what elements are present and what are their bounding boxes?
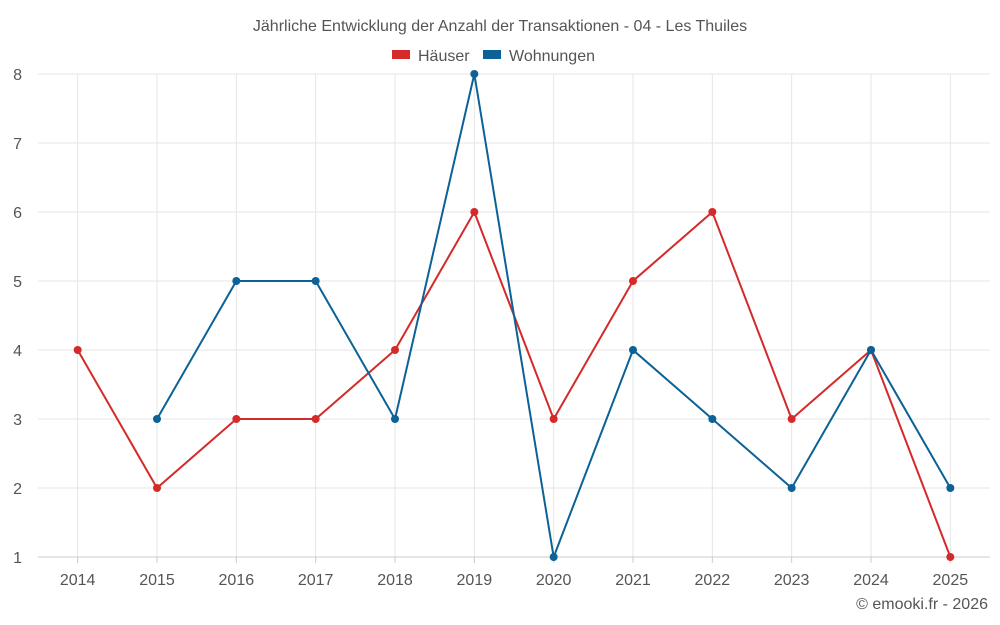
y-tick-label: 8: [13, 67, 22, 84]
grid: [38, 73, 990, 557]
y-tick-label: 4: [13, 343, 22, 360]
data-point-wohnungen: [311, 277, 320, 285]
data-point-wohnungen: [629, 346, 637, 354]
series-wohnungen: [153, 70, 955, 561]
x-tick-label: 2024: [853, 572, 889, 589]
x-tick-label: 2017: [298, 572, 334, 589]
data-point-wohnungen: [708, 415, 717, 423]
x-tick-label: 2018: [377, 572, 413, 589]
series-line-h-user: [76, 211, 952, 558]
chart-title: Jährliche Entwicklung der Anzahl der Tra…: [253, 18, 747, 35]
credit-text: © emooki.fr - 2026: [856, 596, 988, 613]
legend-swatch-hauser: [392, 50, 410, 59]
x-tick-label: 2021: [615, 572, 651, 589]
x-tick-label: 2016: [219, 572, 255, 589]
legend: Häuser Wohnungen: [392, 48, 595, 65]
legend-swatch-wohnungen: [483, 50, 501, 59]
data-point-wohnungen: [470, 70, 479, 78]
x-tick-label: 2014: [60, 572, 96, 589]
data-point-wohnungen: [867, 346, 875, 354]
x-tick-label: 2020: [536, 572, 572, 589]
data-point-h-user: [787, 415, 796, 423]
data-point-h-user: [232, 415, 241, 423]
data-point-wohnungen: [232, 277, 241, 285]
data-point-wohnungen: [946, 484, 955, 492]
data-point-h-user: [391, 346, 399, 354]
data-point-h-user: [73, 346, 82, 354]
series-h-user: [73, 208, 955, 561]
y-tick-label: 6: [13, 205, 22, 222]
data-point-wohnungen: [391, 415, 399, 423]
data-point-h-user: [549, 415, 558, 423]
x-tick-label: 2023: [774, 572, 810, 589]
y-tick-label: 1: [13, 550, 22, 567]
axes: 1 2 3 4 5 6 7 8 2014 2015 2016 2017 2018 2019 2020 2021…: [13, 67, 990, 589]
x-tick-label: 2025: [933, 572, 969, 589]
data-point-wohnungen: [549, 553, 558, 561]
x-tick-label: 2015: [139, 572, 175, 589]
x-tick-label: 2019: [457, 572, 493, 589]
data-point-h-user: [153, 484, 161, 492]
series-layer: [73, 70, 955, 561]
y-tick-label: 2: [13, 481, 22, 498]
data-point-h-user: [946, 553, 955, 561]
y-tick-label: 5: [13, 274, 22, 291]
data-point-h-user: [629, 277, 637, 285]
data-point-h-user: [470, 208, 479, 216]
x-tick-label: 2022: [695, 572, 731, 589]
data-point-h-user: [708, 208, 717, 216]
legend-label-hauser[interactable]: Häuser: [418, 48, 470, 65]
legend-label-wohnungen[interactable]: Wohnungen: [509, 48, 595, 65]
data-point-wohnungen: [153, 415, 161, 423]
y-tick-label: 3: [13, 412, 22, 429]
data-point-wohnungen: [787, 484, 796, 492]
data-point-h-user: [311, 415, 320, 423]
y-tick-label: 7: [13, 136, 22, 153]
